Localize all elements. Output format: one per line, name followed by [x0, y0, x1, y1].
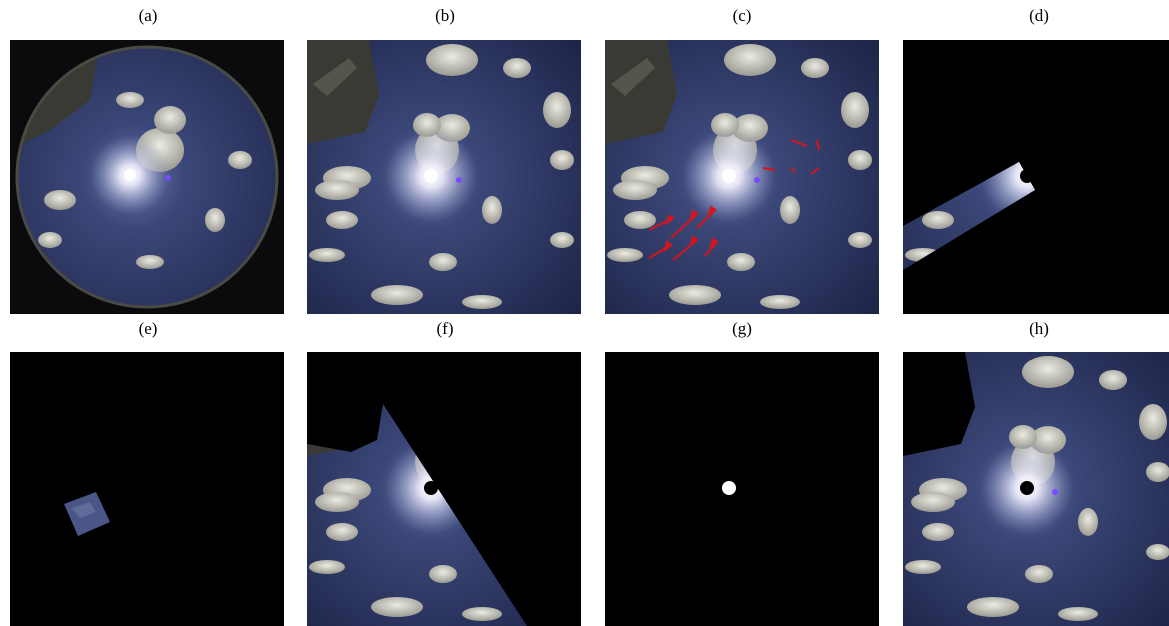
panel-label-d: (d) — [1029, 6, 1049, 25]
panel-h-sun-masked — [903, 352, 1169, 626]
panel-label-f: (f) — [436, 319, 454, 338]
panel-f-half — [307, 352, 581, 626]
panel-label-e: (e) — [138, 319, 158, 338]
panel-g-sun-mask — [605, 352, 879, 626]
panel-label-g: (g) — [732, 319, 752, 338]
panel-label-c: (c) — [732, 6, 752, 25]
panel-e-patch — [10, 352, 284, 626]
panel-c-arrows — [605, 40, 879, 314]
panel-label-h: (h) — [1029, 319, 1049, 338]
panel-a-fisheye — [10, 40, 284, 314]
panel-d-strip — [903, 40, 1169, 314]
panel-label-a: (a) — [138, 6, 158, 25]
panel-b-undistorted — [307, 40, 581, 314]
motion-arrows — [648, 139, 820, 261]
panel-label-b: (b) — [435, 6, 455, 25]
